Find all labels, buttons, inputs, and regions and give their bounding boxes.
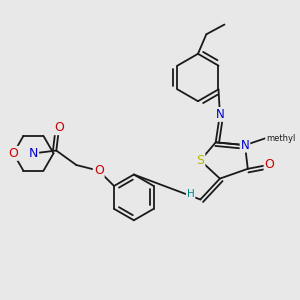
Text: H: H [187, 189, 194, 199]
Text: S: S [196, 154, 204, 167]
Text: O: O [54, 121, 64, 134]
Text: O: O [265, 158, 275, 171]
Text: O: O [8, 147, 18, 160]
Text: N: N [29, 147, 38, 160]
Text: N: N [241, 139, 249, 152]
Text: methyl: methyl [266, 134, 295, 142]
Text: N: N [215, 108, 224, 121]
Text: O: O [94, 164, 104, 177]
